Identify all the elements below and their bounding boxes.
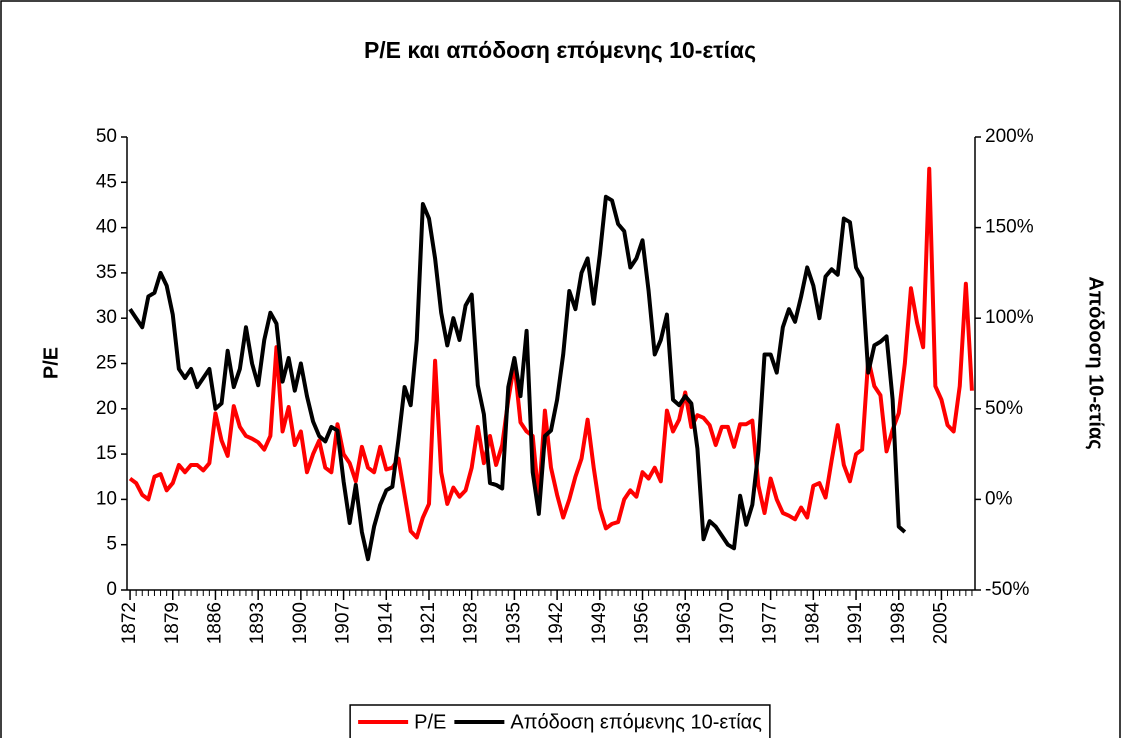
x-tick-label: 1872 xyxy=(119,602,140,644)
chart-title: P/E και απόδοση επόμενης 10-ετίας xyxy=(364,37,756,63)
x-tick-label: 1984 xyxy=(802,602,823,645)
x-tick-label: 1998 xyxy=(888,602,909,644)
legend-label: Απόδοση επόμενης 10-ετίας xyxy=(510,711,762,733)
x-tick-label: 1914 xyxy=(375,602,396,645)
y2-tick-label: -50% xyxy=(985,579,1029,600)
legend: P/E Απόδοση επόμενης 10-ετίας xyxy=(349,704,771,740)
x-tick-label: 1893 xyxy=(247,602,268,644)
legend-label: P/E xyxy=(414,711,446,733)
x-tick-label: 2005 xyxy=(930,602,951,644)
y-tick-label: 30 xyxy=(96,307,117,328)
y-tick-label: 50 xyxy=(96,126,117,147)
x-tick-label: 1949 xyxy=(589,602,610,644)
x-tick-label: 1921 xyxy=(418,602,439,644)
y-tick-label: 15 xyxy=(96,443,117,464)
x-tick-label: 1907 xyxy=(333,602,354,644)
x-tick-label: 1963 xyxy=(674,602,695,644)
y-tick-label: 20 xyxy=(96,398,117,419)
y2-axis-label: Απόδοση 10-ετίας xyxy=(1085,276,1107,449)
series-line xyxy=(128,166,974,540)
x-tick-label: 1977 xyxy=(760,602,781,644)
series-line xyxy=(128,194,907,562)
x-tick-label: 1900 xyxy=(290,602,311,644)
y2-tick-label: 200% xyxy=(985,126,1034,147)
y2-tick-label: 50% xyxy=(985,398,1023,419)
x-tick-label: 1970 xyxy=(717,602,738,644)
y2-tick-label: 150% xyxy=(985,217,1034,238)
x-tick-label: 1886 xyxy=(204,602,225,644)
y-tick-label: 5 xyxy=(106,534,117,555)
y-tick-label: 35 xyxy=(96,262,117,283)
y-tick-label: 10 xyxy=(96,488,117,509)
x-tick-label: 1942 xyxy=(546,602,567,644)
x-tick-label: 1956 xyxy=(632,602,653,644)
y2-tick-label: 0% xyxy=(985,488,1013,509)
legend-box xyxy=(349,704,771,740)
x-tick-label: 1879 xyxy=(162,602,183,644)
x-tick-label: 1928 xyxy=(461,602,482,644)
x-tick-label: 1935 xyxy=(503,602,524,644)
y2-tick-label: 100% xyxy=(985,307,1034,328)
x-tick-label: 1991 xyxy=(845,602,866,644)
y-tick-label: 0 xyxy=(106,579,117,600)
y-tick-label: 40 xyxy=(96,217,117,238)
y-axis-label: P/E xyxy=(40,347,62,379)
y-tick-label: 25 xyxy=(96,353,117,374)
y-tick-label: 45 xyxy=(96,171,117,192)
